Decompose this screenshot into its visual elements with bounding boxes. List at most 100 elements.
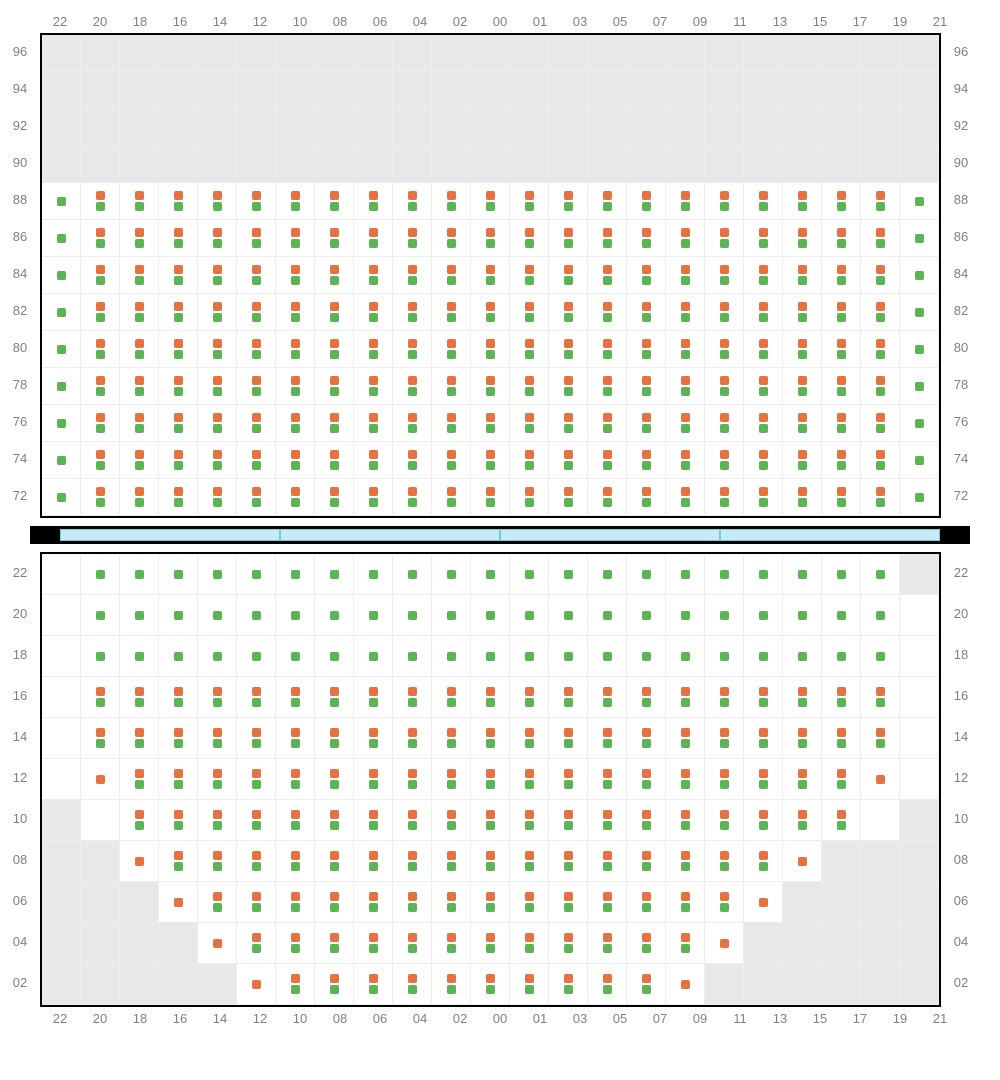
seat-cell[interactable]	[432, 841, 471, 882]
seat-cell[interactable]	[861, 554, 900, 595]
seat-cell[interactable]	[549, 923, 588, 964]
seat-cell[interactable]	[393, 331, 432, 368]
seat-cell[interactable]	[744, 331, 783, 368]
seat-cell[interactable]	[315, 759, 354, 800]
seat-cell[interactable]	[549, 636, 588, 677]
seat-cell[interactable]	[627, 294, 666, 331]
seat-cell[interactable]	[666, 220, 705, 257]
seat-cell[interactable]	[627, 595, 666, 636]
seat-cell[interactable]	[432, 923, 471, 964]
seat-cell[interactable]	[588, 759, 627, 800]
seat-cell[interactable]	[744, 636, 783, 677]
seat-cell[interactable]	[510, 405, 549, 442]
seat-cell[interactable]	[510, 882, 549, 923]
seat-cell[interactable]	[666, 479, 705, 516]
seat-cell[interactable]	[81, 677, 120, 718]
seat-cell[interactable]	[432, 636, 471, 677]
seat-cell[interactable]	[81, 595, 120, 636]
seat-cell[interactable]	[354, 442, 393, 479]
seat-cell[interactable]	[783, 220, 822, 257]
seat-cell[interactable]	[276, 479, 315, 516]
seat-cell[interactable]	[198, 183, 237, 220]
seat-cell[interactable]	[42, 479, 81, 516]
seat-cell[interactable]	[120, 841, 159, 882]
seat-cell[interactable]	[276, 220, 315, 257]
seat-cell[interactable]	[393, 294, 432, 331]
seat-cell[interactable]	[354, 800, 393, 841]
seat-cell[interactable]	[159, 595, 198, 636]
seat-cell[interactable]	[237, 800, 276, 841]
seat-cell[interactable]	[42, 405, 81, 442]
seat-cell[interactable]	[276, 964, 315, 1005]
seat-cell[interactable]	[237, 677, 276, 718]
seat-cell[interactable]	[237, 882, 276, 923]
seat-cell[interactable]	[510, 220, 549, 257]
seat-cell[interactable]	[159, 331, 198, 368]
seat-cell[interactable]	[120, 368, 159, 405]
seat-cell[interactable]	[159, 677, 198, 718]
seat-cell[interactable]	[393, 923, 432, 964]
seat-cell[interactable]	[861, 595, 900, 636]
seat-cell[interactable]	[627, 841, 666, 882]
seat-cell[interactable]	[315, 220, 354, 257]
seat-cell[interactable]	[627, 183, 666, 220]
seat-cell[interactable]	[81, 442, 120, 479]
seat-cell[interactable]	[822, 294, 861, 331]
seat-cell[interactable]	[588, 636, 627, 677]
seat-cell[interactable]	[510, 368, 549, 405]
seat-cell[interactable]	[549, 882, 588, 923]
seat-cell[interactable]	[705, 183, 744, 220]
seat-cell[interactable]	[432, 800, 471, 841]
seat-cell[interactable]	[627, 479, 666, 516]
seat-cell[interactable]	[666, 554, 705, 595]
seat-cell[interactable]	[159, 368, 198, 405]
seat-cell[interactable]	[42, 220, 81, 257]
seat-cell[interactable]	[822, 800, 861, 841]
seat-cell[interactable]	[783, 677, 822, 718]
seat-cell[interactable]	[588, 442, 627, 479]
seat-cell[interactable]	[744, 442, 783, 479]
seat-cell[interactable]	[432, 677, 471, 718]
seat-cell[interactable]	[276, 923, 315, 964]
seat-cell[interactable]	[510, 479, 549, 516]
seat-cell[interactable]	[822, 759, 861, 800]
seat-cell[interactable]	[276, 331, 315, 368]
seat-cell[interactable]	[315, 479, 354, 516]
seat-cell[interactable]	[783, 759, 822, 800]
seat-cell[interactable]	[627, 800, 666, 841]
seat-cell[interactable]	[822, 368, 861, 405]
seat-cell[interactable]	[354, 405, 393, 442]
seat-cell[interactable]	[393, 554, 432, 595]
seat-cell[interactable]	[237, 841, 276, 882]
seat-cell[interactable]	[783, 442, 822, 479]
seat-cell[interactable]	[627, 636, 666, 677]
seat-cell[interactable]	[549, 442, 588, 479]
seat-cell[interactable]	[159, 759, 198, 800]
seat-cell[interactable]	[588, 405, 627, 442]
seat-cell[interactable]	[549, 257, 588, 294]
seat-cell[interactable]	[198, 882, 237, 923]
seat-cell[interactable]	[354, 759, 393, 800]
seat-cell[interactable]	[354, 841, 393, 882]
seat-cell[interactable]	[666, 331, 705, 368]
seat-cell[interactable]	[120, 677, 159, 718]
seat-cell[interactable]	[81, 759, 120, 800]
seat-cell[interactable]	[510, 759, 549, 800]
seat-cell[interactable]	[471, 554, 510, 595]
seat-cell[interactable]	[705, 257, 744, 294]
seat-cell[interactable]	[471, 368, 510, 405]
seat-cell[interactable]	[822, 479, 861, 516]
seat-cell[interactable]	[276, 636, 315, 677]
seat-cell[interactable]	[627, 368, 666, 405]
seat-cell[interactable]	[783, 800, 822, 841]
seat-cell[interactable]	[822, 183, 861, 220]
seat-cell[interactable]	[666, 718, 705, 759]
seat-cell[interactable]	[354, 257, 393, 294]
seat-cell[interactable]	[471, 220, 510, 257]
seat-cell[interactable]	[120, 718, 159, 759]
seat-cell[interactable]	[42, 331, 81, 368]
seat-cell[interactable]	[549, 759, 588, 800]
seat-cell[interactable]	[81, 183, 120, 220]
seat-cell[interactable]	[705, 636, 744, 677]
seat-cell[interactable]	[744, 759, 783, 800]
